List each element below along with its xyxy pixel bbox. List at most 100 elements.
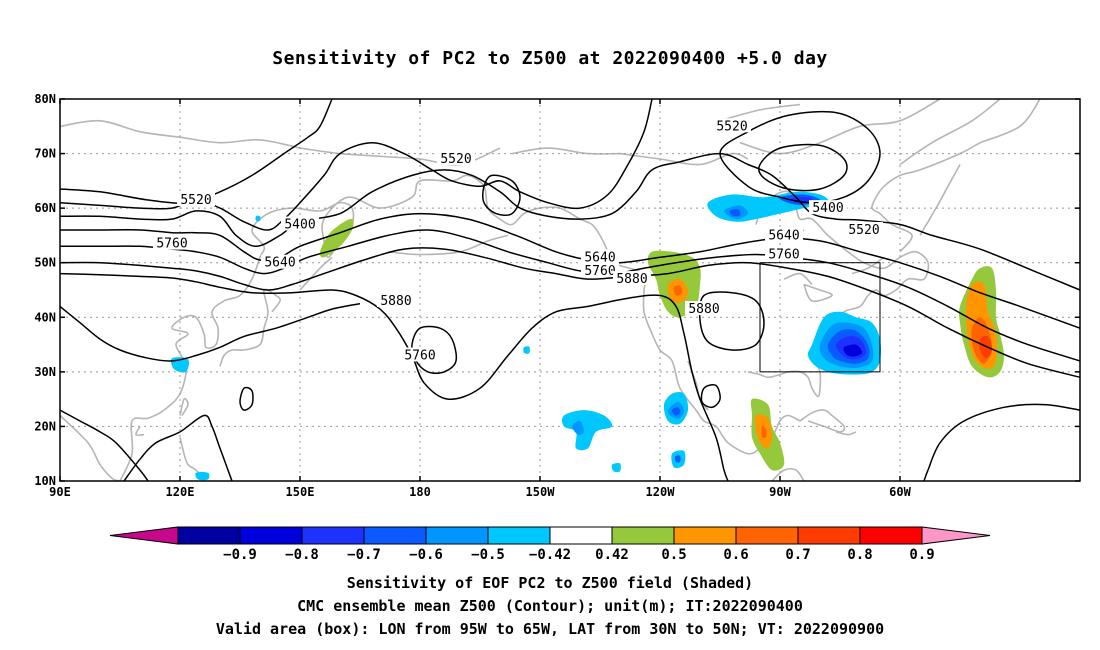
contour-label-7: 5640: [584, 250, 615, 265]
colorbar-box-7: [611, 526, 675, 545]
lon-label-2: 150E: [286, 485, 315, 499]
sensitivity-shading: [170, 191, 1004, 481]
colorbar-low-triangle: [109, 526, 179, 545]
colorbar-box-5: [487, 526, 551, 545]
contour-label-bg-12: [845, 221, 883, 236]
coastline-5: [799, 409, 846, 433]
negative-blob-pacific-1-level-0: [561, 410, 613, 451]
chart-title: Sensitivity of PC2 to Z500 at 2022090400…: [272, 48, 828, 69]
colorbar-label-8: 0.6: [723, 547, 748, 563]
contour-label-15: 5880: [688, 302, 719, 317]
contour-label-1: 5760: [156, 237, 187, 252]
lon-label-0: 90E: [49, 485, 71, 499]
contour-label-bg-1: [153, 235, 191, 250]
contour-ring-small-b: [700, 384, 721, 409]
caption-valid-area: Valid area (box): LON from 95W to 65W, L…: [215, 620, 885, 638]
contour-label-10: 5520: [716, 119, 747, 134]
contour-labels: 5520 5760 5400 5640 5520 5880 5760 5640 5760 5880…: [153, 118, 883, 363]
caption-shaded: Sensitivity of EOF PC2 to Z500 field (Sh…: [346, 574, 754, 592]
contour-ring-bering: [482, 174, 521, 217]
colorbar-label-4: −0.5: [471, 547, 505, 563]
contour-label-bg-9: [613, 271, 651, 286]
sensitivity-map: 5520 5760 5400 5640 5520 5880 5760 5640 5760 5880…: [34, 92, 1081, 563]
contour-label-3: 5640: [264, 256, 295, 271]
colorbar: −0.9 −0.8 −0.7 −0.6 −0.5 −0.42 0.42 0.5 0.6 0.7 0.…: [109, 526, 991, 563]
caption-contour: CMC ensemble mean Z500 (Contour); unit(m…: [297, 597, 803, 615]
lat-label-4: 40N: [34, 310, 56, 324]
contour-ring-us-high: [698, 291, 765, 351]
contour-5520-west: [59, 152, 1081, 291]
contour-label-14: 5760: [768, 248, 799, 263]
contour-label-bg-6: [401, 347, 439, 362]
contour-atlantic-south: [923, 403, 1081, 482]
contour-label-4: 5520: [440, 152, 471, 167]
colorbar-label-10: 0.8: [847, 547, 872, 563]
contour-label-bg-7: [581, 249, 619, 264]
negative-blob-small-d-level-0: [523, 346, 530, 354]
lat-label-6: 20N: [34, 419, 56, 433]
positive-blob-western-us-level-2: [673, 285, 683, 296]
lon-label-7: 60W: [889, 485, 911, 499]
contour-northern-a: [59, 98, 333, 204]
coastline-16: [739, 98, 941, 155]
contour-5880-north: [59, 247, 1081, 379]
contour-label-bg-3: [261, 254, 299, 269]
coastline-9: [179, 397, 189, 416]
lon-label-3: 180: [409, 485, 431, 499]
negative-blob-small-b-level-1: [674, 455, 681, 463]
colorbar-label-5: −0.42: [529, 547, 571, 563]
colorbar-label-7: 0.5: [661, 547, 686, 563]
contour-5880-trough: [59, 272, 729, 482]
contour-label-bg-14: [765, 246, 803, 261]
colorbar-box-1: [239, 526, 303, 545]
contour-label-11: 5400: [812, 201, 843, 216]
colorbar-label-3: −0.6: [409, 547, 443, 563]
coastline-8: [219, 288, 281, 367]
negative-blob-pacific-2-level-2: [671, 407, 681, 416]
contour-label-6: 5760: [404, 348, 435, 363]
contour-label-bg-5: [377, 292, 415, 307]
colorbar-label-11: 0.9: [909, 547, 934, 563]
negative-blob-small-c-level-0: [611, 463, 621, 473]
contour-label-0: 5520: [180, 193, 211, 208]
coastline-14: [979, 98, 1041, 144]
coastline-24: [851, 256, 885, 275]
contour-ring-small-a: [239, 386, 254, 411]
contour-label-5: 5880: [380, 294, 411, 309]
colorbar-box-3: [363, 526, 427, 545]
colorbar-box-9: [735, 526, 799, 545]
map-frame: [59, 98, 1081, 482]
colorbar-box-8: [673, 526, 737, 545]
coastline-4: [871, 141, 981, 253]
lat-label-7: 10N: [34, 474, 56, 488]
valid-area-box: [759, 262, 881, 373]
lat-label-1: 70N: [34, 147, 56, 161]
contour-label-13: 5640: [768, 228, 799, 243]
coastline-15: [899, 98, 1001, 166]
contour-label-bg-0: [177, 191, 215, 206]
positive-blob-kamchatka-level-0: [319, 218, 354, 258]
contour-label-bg-13: [765, 227, 803, 242]
contour-label-bg-10: [713, 118, 751, 133]
contour-northern-b: [59, 98, 653, 231]
coastlines: [59, 98, 1041, 482]
contour-label-9: 5880: [616, 272, 647, 287]
negative-blob-pacific-1-level-1: [571, 420, 585, 435]
contour-label-bg-11: [809, 200, 847, 215]
colorbar-box-11: [859, 526, 923, 545]
lon-label-4: 150W: [526, 485, 556, 499]
contour-5760: [59, 229, 1081, 362]
coastline-7: [771, 467, 805, 482]
lat-label-3: 50N: [34, 256, 56, 270]
coastline-10: [135, 426, 145, 437]
contour-ring-greenland-inner: [758, 143, 848, 192]
lat-label-2: 60N: [34, 201, 56, 215]
negative-blob-small-f-level-0: [255, 215, 261, 222]
contour-ring-greenland-outer: [719, 110, 881, 204]
contour-label-2: 5400: [284, 218, 315, 233]
colorbar-label-1: −0.8: [285, 547, 319, 563]
negative-blob-canada-level-2: [729, 209, 741, 217]
colorbar-box-2: [301, 526, 365, 545]
negative-blob-eastern-us-level-4: [843, 344, 863, 357]
